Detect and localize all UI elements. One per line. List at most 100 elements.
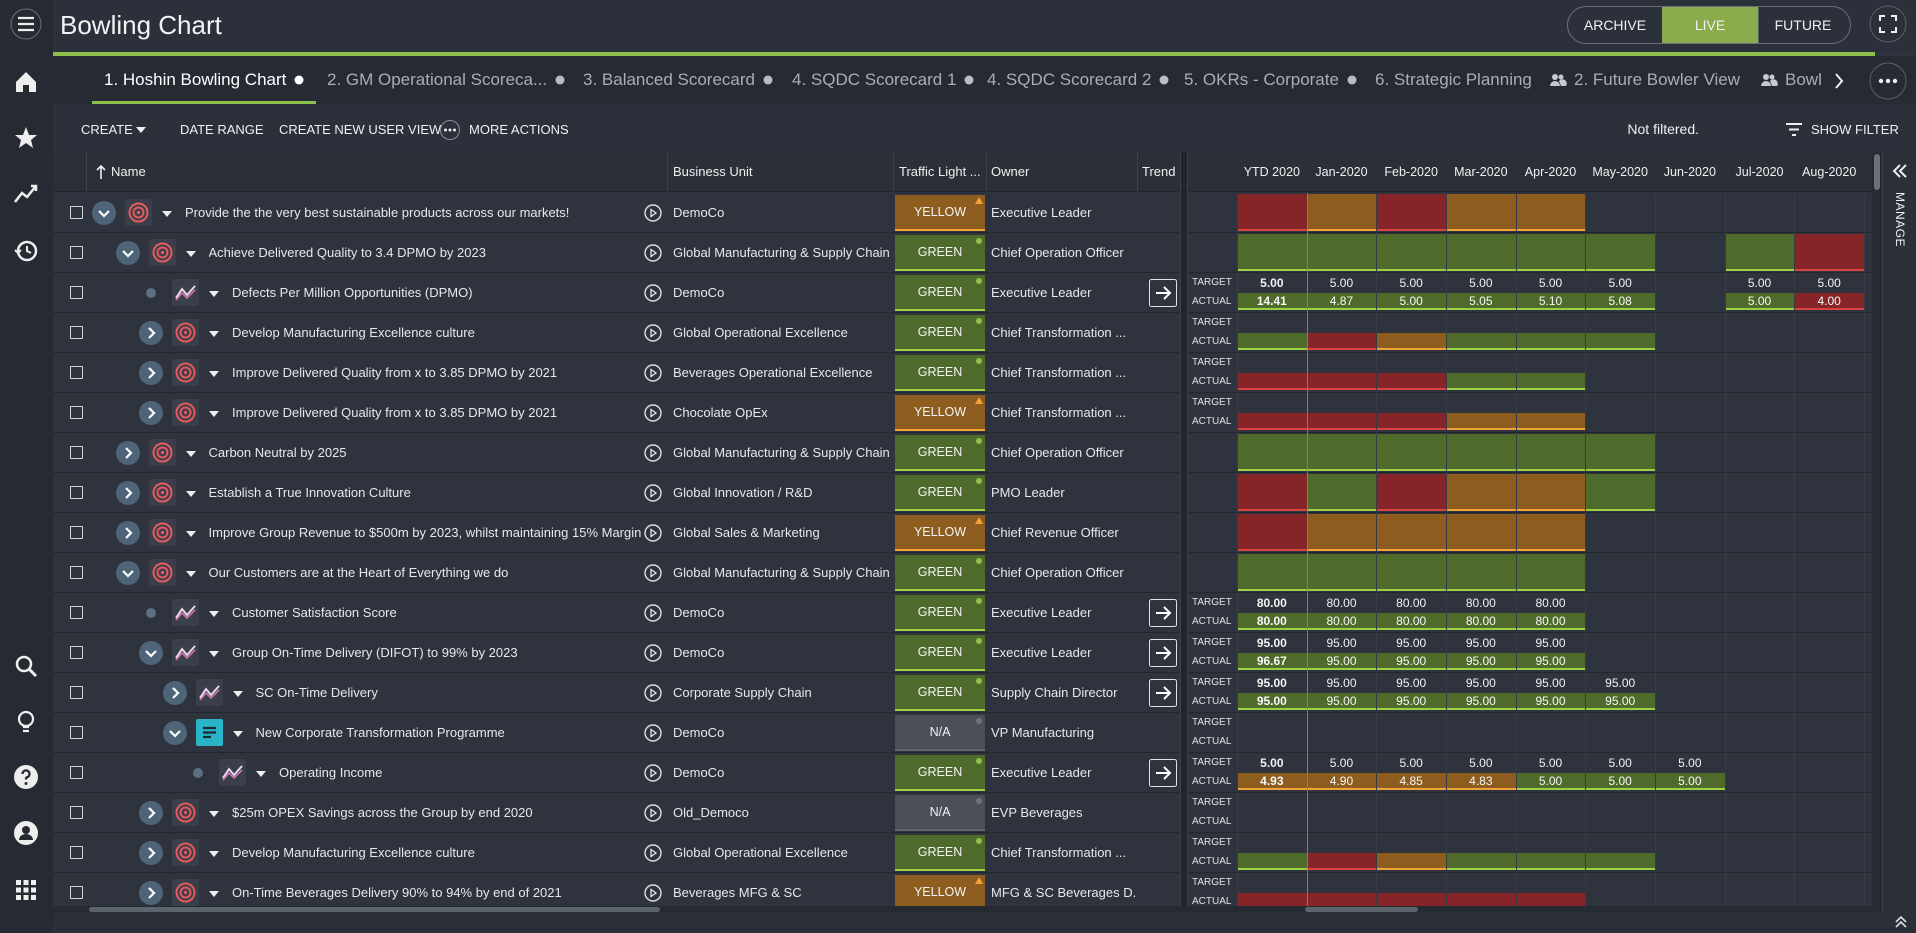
item-menu-caret[interactable] <box>209 291 219 297</box>
table-row[interactable]: Develop Manufacturing Excellence culture… <box>53 833 1180 873</box>
item-menu-caret[interactable] <box>209 611 219 617</box>
tab-scroll-right[interactable] <box>1834 73 1844 89</box>
table-row[interactable]: SC On-Time Delivery Corporate Supply Chai… <box>53 673 1180 713</box>
expand-toggle[interactable] <box>115 441 140 465</box>
expand-toggle[interactable] <box>115 561 140 585</box>
row-checkbox[interactable] <box>70 206 83 219</box>
row-checkbox[interactable] <box>70 806 83 819</box>
details-button[interactable] <box>644 404 662 422</box>
manage-panel[interactable]: MANAGE <box>1882 152 1916 913</box>
expand-toggle[interactable] <box>139 361 163 385</box>
table-row[interactable]: $25m OPEX Savings across the Group by en… <box>53 793 1180 833</box>
table-row[interactable]: Establish a True Innovation Culture Globa… <box>53 473 1180 513</box>
table-row[interactable]: Our Customers are at the Heart of Everyt… <box>53 553 1180 593</box>
row-checkbox[interactable] <box>70 406 83 419</box>
item-menu-caret[interactable] <box>232 731 243 737</box>
trend-button[interactable] <box>1149 599 1177 627</box>
create-button[interactable]: CREATE <box>81 122 133 137</box>
tab[interactable]: 3. Balanced Scorecard <box>583 56 773 104</box>
expand-toggle[interactable] <box>115 481 140 505</box>
row-checkbox[interactable] <box>70 486 83 499</box>
history-button[interactable] <box>13 238 39 264</box>
profile-button[interactable] <box>13 820 39 846</box>
mode-button[interactable]: LIVE <box>1662 7 1759 43</box>
item-menu-caret[interactable] <box>256 771 266 777</box>
details-button[interactable] <box>644 844 662 862</box>
scroll-top-button[interactable] <box>1894 915 1908 928</box>
analytics-button[interactable] <box>13 181 39 207</box>
create-view-button[interactable]: CREATE NEW USER VIEW <box>279 122 442 137</box>
expand-toggle[interactable] <box>139 321 163 345</box>
column-header[interactable]: Traffic Light ... <box>899 164 981 179</box>
row-checkbox[interactable] <box>70 686 83 699</box>
item-menu-caret[interactable] <box>209 891 219 897</box>
details-button[interactable] <box>644 284 662 302</box>
table-row[interactable]: Group On-Time Delivery (DIFOT) to 99% by… <box>53 633 1180 673</box>
column-header[interactable]: Name <box>111 164 146 179</box>
details-button[interactable] <box>644 684 662 702</box>
table-row[interactable]: Improve Delivered Quality from x to 3.85… <box>53 393 1180 433</box>
row-checkbox[interactable] <box>70 526 83 539</box>
details-button[interactable] <box>644 724 662 742</box>
column-header[interactable]: Owner <box>991 164 1030 179</box>
row-checkbox[interactable] <box>70 846 83 859</box>
tab[interactable]: Bowl <box>1761 56 1822 104</box>
table-scroll-thumb[interactable] <box>89 907 660 912</box>
item-menu-caret[interactable] <box>185 251 196 257</box>
table-row[interactable]: Defects Per Million Opportunities (DPMO)… <box>53 273 1180 313</box>
tab[interactable]: 4. SQDC Scorecard 2 <box>987 56 1169 104</box>
item-menu-caret[interactable] <box>209 851 219 857</box>
details-button[interactable] <box>644 764 662 782</box>
tab[interactable]: 2. Future Bowler View <box>1550 56 1740 104</box>
mode-button[interactable]: FUTURE <box>1774 17 1832 33</box>
tab[interactable]: 2. GM Operational Scoreca... <box>327 56 565 104</box>
help-button[interactable] <box>13 764 39 790</box>
date-range-button[interactable]: DATE RANGE <box>180 122 264 137</box>
details-button[interactable] <box>644 484 662 502</box>
favorites-button[interactable] <box>13 125 39 151</box>
trend-button[interactable] <box>1149 639 1177 667</box>
row-checkbox[interactable] <box>70 286 83 299</box>
expand-toggle[interactable] <box>162 681 187 705</box>
column-header[interactable]: Trend <box>1142 164 1176 179</box>
item-menu-caret[interactable] <box>209 411 219 417</box>
pane-splitter[interactable] <box>1180 152 1188 913</box>
row-checkbox[interactable] <box>70 446 83 459</box>
row-checkbox[interactable] <box>70 606 83 619</box>
expand-toggle[interactable] <box>115 521 140 545</box>
expand-toggle[interactable] <box>92 201 116 225</box>
row-checkbox[interactable] <box>70 886 83 899</box>
item-menu-caret[interactable] <box>185 451 196 457</box>
details-button[interactable] <box>644 604 662 622</box>
details-button[interactable] <box>644 324 662 342</box>
item-menu-caret[interactable] <box>209 651 219 657</box>
row-checkbox[interactable] <box>70 566 83 579</box>
vertical-scroll-thumb[interactable] <box>1874 154 1880 190</box>
item-menu-caret[interactable] <box>185 531 196 537</box>
expand-toggle[interactable] <box>139 801 163 825</box>
table-row[interactable]: Operating Income DemoCo GREEN Executive Lea… <box>53 753 1180 793</box>
tab-more-button[interactable] <box>1869 62 1907 100</box>
details-button[interactable] <box>644 644 662 662</box>
fullscreen-button[interactable] <box>1869 5 1907 43</box>
table-row[interactable]: Customer Satisfaction Score DemoCo GREEN Ex… <box>53 593 1180 633</box>
trend-button[interactable] <box>1149 679 1177 707</box>
details-button[interactable] <box>644 804 662 822</box>
table-row[interactable]: New Corporate Transformation Programme De… <box>53 713 1180 753</box>
table-row[interactable]: Improve Group Revenue to $500m by 2023, … <box>53 513 1180 553</box>
row-checkbox[interactable] <box>70 246 83 259</box>
details-button[interactable] <box>644 204 662 222</box>
item-menu-caret[interactable] <box>232 691 243 697</box>
row-checkbox[interactable] <box>70 726 83 739</box>
expand-toggle[interactable] <box>139 401 163 425</box>
bowler-scroll-thumb[interactable] <box>1305 907 1418 912</box>
table-row[interactable]: On-Time Beverages Delivery 90% to 94% by… <box>53 873 1180 906</box>
ideas-button[interactable] <box>13 709 39 735</box>
table-row[interactable]: Improve Delivered Quality from x to 3.85… <box>53 353 1180 393</box>
item-menu-caret[interactable] <box>209 331 219 337</box>
tab[interactable]: 4. SQDC Scorecard 1 <box>792 56 974 104</box>
tab[interactable]: 1. Hoshin Bowling Chart <box>92 56 316 104</box>
item-menu-caret[interactable] <box>162 211 172 217</box>
home-button[interactable] <box>13 69 39 95</box>
details-button[interactable] <box>644 364 662 382</box>
